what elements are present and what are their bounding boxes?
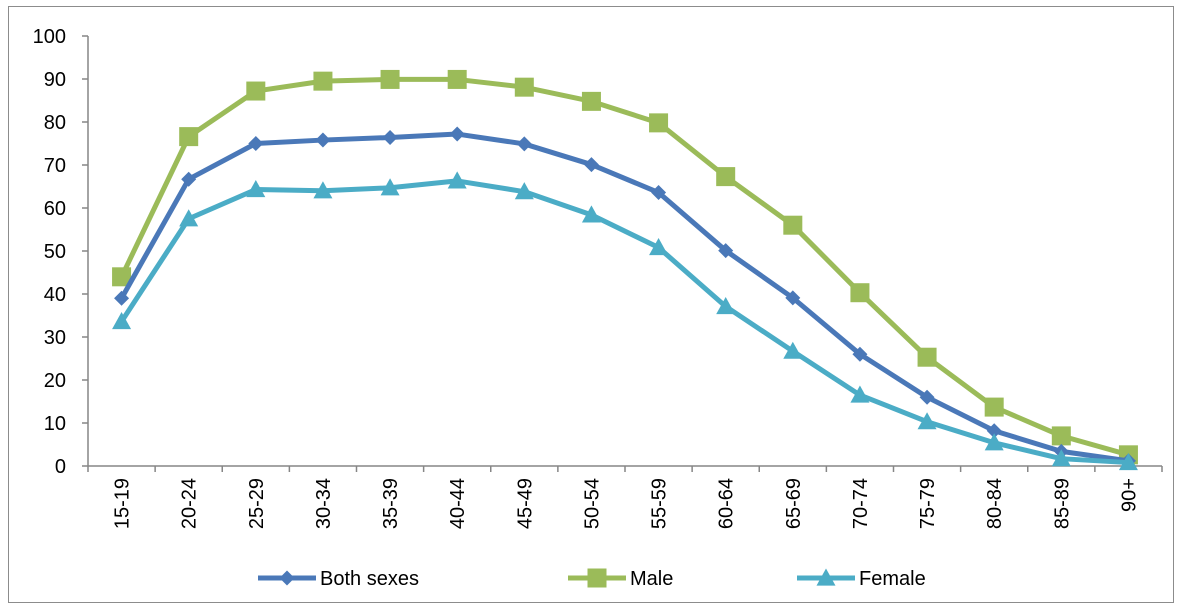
y-tick-label: 70 [44, 155, 66, 177]
data-point-female [514, 182, 534, 200]
y-tick-label: 30 [44, 327, 66, 349]
data-point-both-sexes [919, 389, 935, 405]
x-tick-label: 35-39 [380, 478, 402, 529]
y-tick-label: 100 [33, 26, 66, 48]
data-point-male [1051, 426, 1071, 446]
legend-label: Male [630, 568, 673, 590]
x-tick-label: 90+ [1118, 478, 1140, 512]
data-point-both-sexes [718, 243, 734, 259]
data-point-male [514, 77, 534, 97]
data-point-male [783, 215, 803, 235]
data-point-male [447, 69, 467, 89]
x-tick-label: 55-59 [649, 478, 671, 529]
x-tick-label: 70-74 [850, 478, 872, 529]
data-point-male [246, 81, 266, 101]
data-point-both-sexes [181, 171, 197, 187]
legend-label: Female [859, 568, 926, 590]
data-point-male [850, 283, 870, 303]
series-line-both-sexes [119, 131, 1131, 464]
data-point-both-sexes [852, 346, 868, 362]
legend-marker [816, 568, 836, 586]
data-point-female [313, 181, 333, 199]
data-point-female [917, 412, 937, 430]
series-layer [112, 69, 1138, 471]
y-tick-label: 40 [44, 284, 66, 306]
x-tick-label: 85-89 [1051, 478, 1073, 529]
data-point-male [716, 167, 736, 187]
x-tick-label: 40-44 [447, 478, 469, 529]
data-point-male [984, 397, 1004, 417]
data-point-both-sexes [583, 157, 599, 173]
data-point-female [179, 209, 199, 227]
chart-axes: 0 10 20 30 40 50 60 70 80 90 100 15-19 20-24 25-29 30-… [33, 26, 1163, 529]
data-point-male [112, 267, 132, 287]
x-tick-label: 80-84 [984, 478, 1006, 529]
data-point-both-sexes [785, 290, 801, 306]
data-point-both-sexes [986, 423, 1002, 439]
data-point-male [313, 71, 333, 91]
y-tick-label: 90 [44, 69, 66, 91]
data-point-both-sexes [516, 136, 532, 152]
series-line-male [119, 76, 1131, 458]
legend-item-female: Female [797, 568, 926, 590]
data-point-female [112, 312, 132, 330]
data-point-female [984, 433, 1004, 451]
x-tick-label: 25-29 [246, 478, 268, 529]
x-tick-label: 60-64 [716, 478, 738, 529]
data-point-female [1051, 449, 1071, 467]
x-tick-label: 20-24 [179, 478, 201, 529]
data-point-both-sexes [449, 126, 465, 142]
data-point-female [1118, 453, 1138, 471]
y-tick-label: 0 [55, 456, 66, 478]
data-point-female [447, 171, 467, 189]
legend-marker [279, 570, 295, 586]
data-point-both-sexes [382, 129, 398, 145]
data-point-female [783, 341, 803, 359]
legend-marker [587, 568, 607, 588]
series-female [112, 171, 1138, 471]
y-tick-label: 60 [44, 198, 66, 220]
y-tick-label: 50 [44, 241, 66, 263]
x-tick-label: 50-54 [581, 478, 603, 529]
x-tick-label: 45-49 [514, 478, 536, 529]
data-point-both-sexes [248, 136, 264, 151]
data-point-male [917, 347, 937, 367]
x-tick-label: 65-69 [783, 478, 805, 529]
data-point-male [581, 91, 601, 111]
series-male [112, 69, 1138, 465]
y-tick-label: 10 [44, 413, 66, 435]
series-both-sexes [114, 126, 1136, 469]
data-point-both-sexes [114, 290, 130, 306]
data-point-both-sexes [315, 132, 331, 148]
data-point-female [716, 296, 736, 315]
data-point-female [380, 178, 400, 196]
series-line-female [119, 178, 1131, 466]
x-tick-label: 15-19 [112, 478, 134, 529]
data-point-both-sexes [651, 185, 667, 201]
legend-item-male: Male [568, 568, 673, 590]
data-point-male [649, 113, 669, 133]
legend-label: Both sexes [320, 568, 419, 590]
x-tick-label: 30-34 [313, 478, 335, 529]
data-point-female [850, 385, 870, 403]
data-point-male [380, 69, 400, 89]
x-tick-label: 75-79 [917, 478, 939, 529]
y-tick-label: 20 [44, 370, 66, 392]
data-point-male [179, 127, 199, 147]
y-tick-label: 80 [44, 112, 66, 134]
data-point-female [581, 205, 601, 223]
data-point-female [246, 180, 266, 198]
legend: Both sexes Male Female [258, 568, 926, 590]
legend-item-both-sexes: Both sexes [258, 568, 419, 590]
data-point-female [649, 238, 669, 256]
